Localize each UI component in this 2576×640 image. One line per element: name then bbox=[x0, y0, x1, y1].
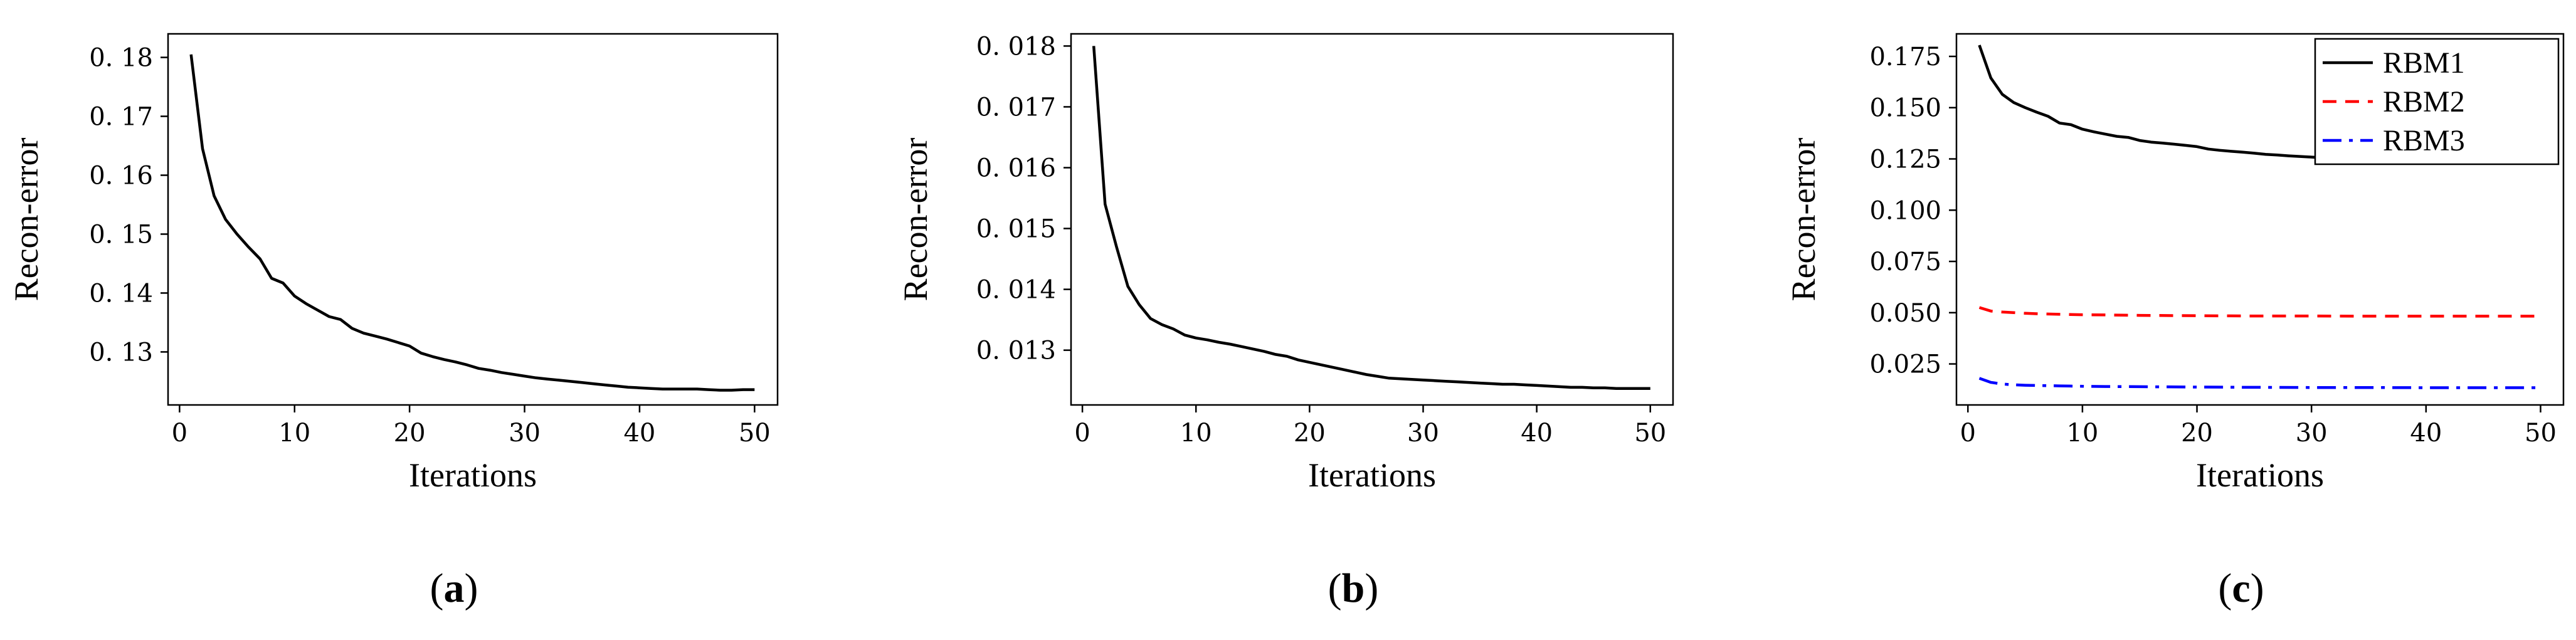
x-tick-label: 10 bbox=[1180, 419, 1212, 448]
y-tick-label: 0.150 bbox=[1869, 94, 1941, 123]
x-tick-label: 0 bbox=[1074, 419, 1090, 448]
x-tick-label: 40 bbox=[2410, 419, 2442, 448]
panel-label: (b) bbox=[1328, 565, 1379, 611]
legend: RBM1 RBM2 RBM3 bbox=[2314, 38, 2560, 165]
x-tick-label: 10 bbox=[2066, 419, 2098, 448]
series-line-rbm2 bbox=[1978, 306, 2541, 318]
y-axis-label: Recon-error bbox=[1785, 138, 1822, 302]
chart-panel-b: 0 10 20 30 40 50 0. 013 0. 014 0. 015 0. 016 0. 01… bbox=[897, 32, 1674, 611]
x-axis-label: Iterations bbox=[2196, 456, 2324, 494]
series-line bbox=[1092, 46, 1650, 391]
plot-frame bbox=[1070, 33, 1674, 406]
y-tick-label: 0. 015 bbox=[976, 215, 1056, 244]
y-tick-label: 0. 16 bbox=[89, 162, 153, 191]
x-tick-label: 10 bbox=[278, 419, 310, 448]
series-line-rbm3 bbox=[1978, 377, 2541, 389]
panel-label: (c) bbox=[2218, 565, 2264, 611]
legend-label-rbm1: RBM1 bbox=[2383, 46, 2465, 80]
y-tick-label: 0.050 bbox=[1869, 299, 1941, 328]
x-tick-label: 40 bbox=[1521, 419, 1553, 448]
y-tick-label: 0. 15 bbox=[89, 220, 153, 249]
panel-letter: b bbox=[1342, 565, 1365, 611]
x-axis-label: Iterations bbox=[1308, 456, 1436, 494]
panel-letter: c bbox=[2232, 565, 2250, 611]
y-tick-label: 0. 14 bbox=[89, 279, 153, 308]
legend-label-rbm2: RBM2 bbox=[2383, 85, 2465, 118]
panel-label: (a) bbox=[430, 565, 478, 611]
y-axis-label: Recon-error bbox=[8, 138, 45, 302]
x-tick-label: 20 bbox=[394, 419, 426, 448]
x-tick-label: 30 bbox=[2296, 419, 2328, 448]
y-tick-label: 0. 017 bbox=[976, 93, 1056, 122]
x-tick-label: 0 bbox=[172, 419, 187, 448]
x-tick-label: 50 bbox=[1634, 419, 1666, 448]
y-tick-label: 0. 013 bbox=[976, 337, 1056, 365]
y-tick-label: 0.100 bbox=[1869, 196, 1941, 225]
y-tick-label: 0. 016 bbox=[976, 154, 1056, 183]
x-tick-label: 40 bbox=[623, 419, 655, 448]
y-tick-label: 0. 014 bbox=[976, 276, 1056, 305]
x-tick-label: 30 bbox=[1407, 419, 1439, 448]
panel-letter: a bbox=[444, 565, 465, 611]
x-tick-label: 20 bbox=[2181, 419, 2213, 448]
y-tick-label: 0. 018 bbox=[976, 32, 1056, 61]
y-tick-label: 0.075 bbox=[1869, 248, 1941, 276]
x-tick-label: 20 bbox=[1294, 419, 1326, 448]
y-tick-label: 0.125 bbox=[1869, 145, 1941, 174]
y-tick-label: 0. 13 bbox=[89, 338, 153, 367]
x-axis-label: Iterations bbox=[409, 456, 537, 494]
y-tick-label: 0.175 bbox=[1869, 43, 1941, 71]
legend-label-rbm3: RBM3 bbox=[2383, 124, 2465, 157]
series-line bbox=[189, 54, 755, 392]
x-tick-label: 50 bbox=[2525, 419, 2557, 448]
y-tick-label: 0. 18 bbox=[89, 44, 153, 73]
y-tick-label: 0.025 bbox=[1869, 350, 1941, 379]
plot-frame bbox=[167, 33, 779, 406]
y-axis-label: Recon-error bbox=[897, 138, 934, 302]
x-tick-label: 50 bbox=[739, 419, 771, 448]
chart-panel-a: 0 10 20 30 40 50 0. 13 0. 14 0. 15 0. 16 0. 17 0. 1… bbox=[8, 33, 779, 611]
x-tick-label: 30 bbox=[509, 419, 541, 448]
x-tick-label: 0 bbox=[1960, 419, 1976, 448]
plot-frame bbox=[1955, 33, 2565, 406]
y-tick-label: 0. 17 bbox=[89, 103, 153, 132]
chart-panel-c: 0 10 20 30 40 50 0.025 0.050 0.075 0.100 0.125 0.15… bbox=[1785, 33, 2565, 611]
